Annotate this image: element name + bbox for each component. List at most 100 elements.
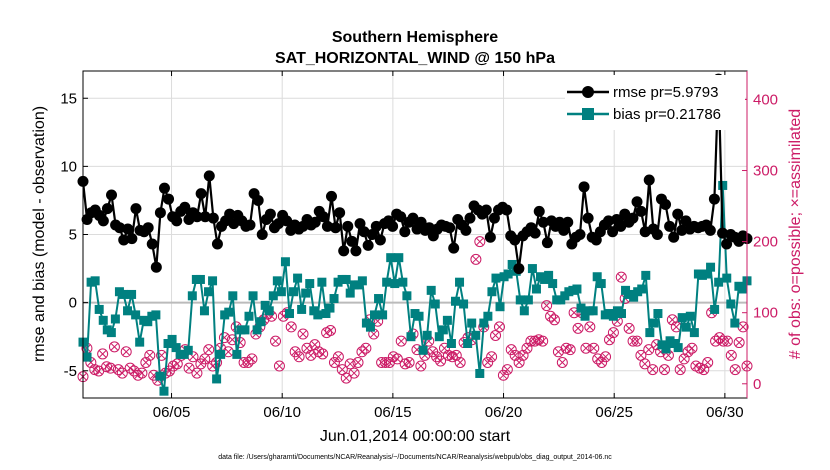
obs-possible-point: [297, 328, 309, 340]
bias-point: [495, 302, 505, 312]
obs-possible-point: [203, 344, 215, 356]
x-tick-label: 06/25: [595, 404, 633, 421]
bias-point: [244, 311, 254, 321]
rmse-point: [142, 222, 154, 234]
bias-point: [90, 276, 100, 286]
bias-point: [434, 332, 444, 342]
bias-point: [248, 291, 258, 301]
bias-point: [714, 277, 724, 287]
obs-assimilated-point: [590, 344, 598, 352]
obs-possible-point: [501, 364, 513, 376]
rmse-point: [672, 208, 684, 220]
bias-point: [386, 253, 396, 263]
bias-point: [491, 273, 501, 283]
obs-assimilated-point: [672, 323, 680, 331]
bias-point: [426, 285, 436, 295]
obs-assimilated-point: [531, 337, 539, 345]
rmse-point: [399, 226, 411, 238]
obs-assimilated-point: [550, 316, 559, 324]
bias-point: [135, 337, 145, 347]
obs-possible-point: [328, 356, 340, 368]
rmse-point: [582, 212, 594, 224]
bias-point: [199, 306, 209, 316]
bias-point: [252, 325, 262, 335]
bias-point: [685, 311, 695, 321]
rmse-point: [651, 229, 663, 240]
obs-possible-point: [493, 321, 505, 333]
rmse-point: [578, 181, 590, 193]
bias-point: [345, 288, 355, 298]
bias-point: [378, 310, 388, 320]
y-tick-label: -5: [64, 363, 77, 380]
rmse-point: [354, 218, 366, 230]
bias-point: [151, 310, 161, 320]
obs-assimilated-point: [562, 344, 570, 352]
bias-point: [374, 294, 384, 304]
bias-point: [608, 311, 618, 321]
obs-assimilated-point: [393, 355, 401, 363]
rmse-point: [680, 215, 692, 227]
obs-possible-point: [380, 356, 392, 368]
obs-assimilated-point: [389, 353, 397, 361]
bias-point: [284, 309, 294, 319]
rmse-point: [537, 216, 549, 228]
bias-point: [382, 277, 392, 287]
bias-point: [641, 270, 651, 280]
rmse-point: [130, 203, 142, 215]
y2-tick-label: 300: [753, 163, 778, 180]
bias-point: [398, 277, 408, 287]
obs-assimilated-point: [633, 337, 641, 345]
rmse-point: [179, 201, 191, 213]
bias-point: [730, 318, 740, 328]
bias-point: [677, 313, 687, 323]
bias-point: [313, 310, 323, 320]
obs-possible-point: [568, 307, 580, 319]
bias-point: [317, 277, 327, 287]
obs-assimilated-point: [609, 329, 617, 337]
obs-possible-point: [435, 355, 447, 367]
obs-assimilated-point: [582, 344, 590, 352]
obs-assimilated-point: [598, 358, 606, 367]
obs-possible-point: [702, 356, 714, 368]
obs-possible-point: [666, 314, 678, 326]
y2-axis-label: # of obs: o=possible; ×=assimilated: [787, 109, 804, 359]
bias-point: [394, 253, 404, 263]
axes: 06/05 06/10 06/15 06/20 06/25 06/30 -5 0 5 10 15 0 1…: [60, 71, 778, 421]
rmse-point: [533, 205, 545, 217]
bias-point: [572, 284, 582, 294]
x-tick-label: 06/30: [706, 404, 744, 421]
obs-assimilated-point: [295, 353, 303, 361]
rmse-point: [338, 245, 350, 257]
obs-assimilated-point: [271, 337, 280, 345]
rmse-point: [366, 229, 378, 240]
rmse-point: [199, 211, 211, 223]
rmse-point: [615, 220, 627, 232]
obs-assimilated-point: [645, 346, 653, 354]
rmse-point: [106, 189, 118, 201]
bias-point: [187, 291, 197, 301]
rmse-point: [664, 220, 676, 232]
obs-assimilated-point: [385, 358, 394, 367]
obs-assimilated-point: [326, 326, 335, 335]
bias-point: [370, 310, 380, 320]
obs-assimilated-point: [197, 360, 205, 368]
rmse-point: [342, 220, 354, 232]
obs-possible-point: [431, 351, 443, 363]
obs-possible-point: [639, 358, 651, 370]
bias-point: [681, 322, 691, 332]
obs-possible-point: [584, 321, 596, 333]
bias-point: [127, 289, 137, 299]
obs-possible-point: [344, 358, 356, 370]
rmse-point: [264, 208, 276, 220]
obs-possible-point: [120, 346, 132, 358]
rmse-point: [513, 263, 525, 275]
bias-point: [710, 304, 720, 314]
obs-assimilated-point: [637, 351, 645, 359]
bias-point: [329, 294, 339, 304]
obs-possible-point: [513, 356, 525, 368]
obs-assimilated-point: [95, 367, 103, 375]
bias-point: [689, 328, 699, 338]
rmse-point: [317, 211, 329, 223]
rmse-point: [643, 174, 655, 186]
obs-assimilated-point: [334, 353, 342, 361]
